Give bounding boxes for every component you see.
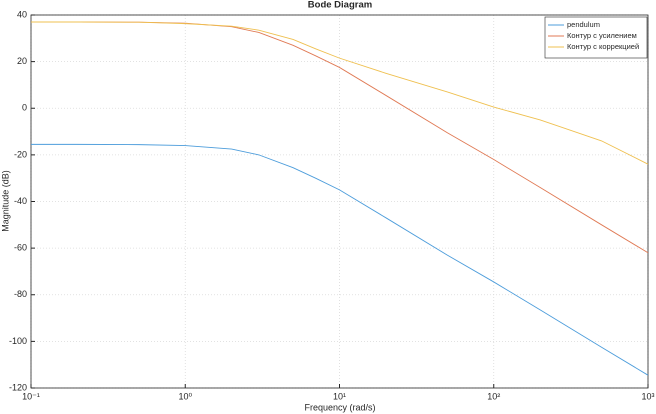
x-axis-label: Frequency (rad/s)	[304, 402, 375, 412]
legend-label: Контур с усилением	[567, 31, 637, 40]
x-tick-label: 10⁻¹	[22, 391, 40, 401]
series-line	[31, 143, 649, 376]
x-tick-label: 10³	[641, 391, 654, 401]
y-tick-label: -100	[9, 336, 27, 346]
y-tick-label: 20	[17, 56, 27, 66]
y-tick-label: -20	[14, 149, 27, 159]
legend-box	[544, 16, 648, 59]
y-axis-label: Magnitude (dB)	[0, 170, 10, 232]
legend-label: Контур с коррекцией	[567, 42, 639, 51]
y-tick-label: 40	[17, 9, 27, 19]
legend-label: pendulum	[567, 20, 600, 29]
x-tick-label: 10¹	[333, 391, 346, 401]
y-tick-label: -60	[14, 243, 27, 253]
chart-title: Bode Diagram	[308, 0, 372, 11]
y-tick-label: -80	[14, 289, 27, 299]
y-tick-label: 0	[22, 103, 27, 113]
y-tick-label: -40	[14, 196, 27, 206]
y-tick-label: -120	[9, 382, 27, 392]
x-tick-label: 10⁰	[178, 391, 192, 401]
axes-box	[30, 14, 649, 389]
x-tick-label: 10²	[487, 391, 500, 401]
series-line	[31, 21, 649, 165]
